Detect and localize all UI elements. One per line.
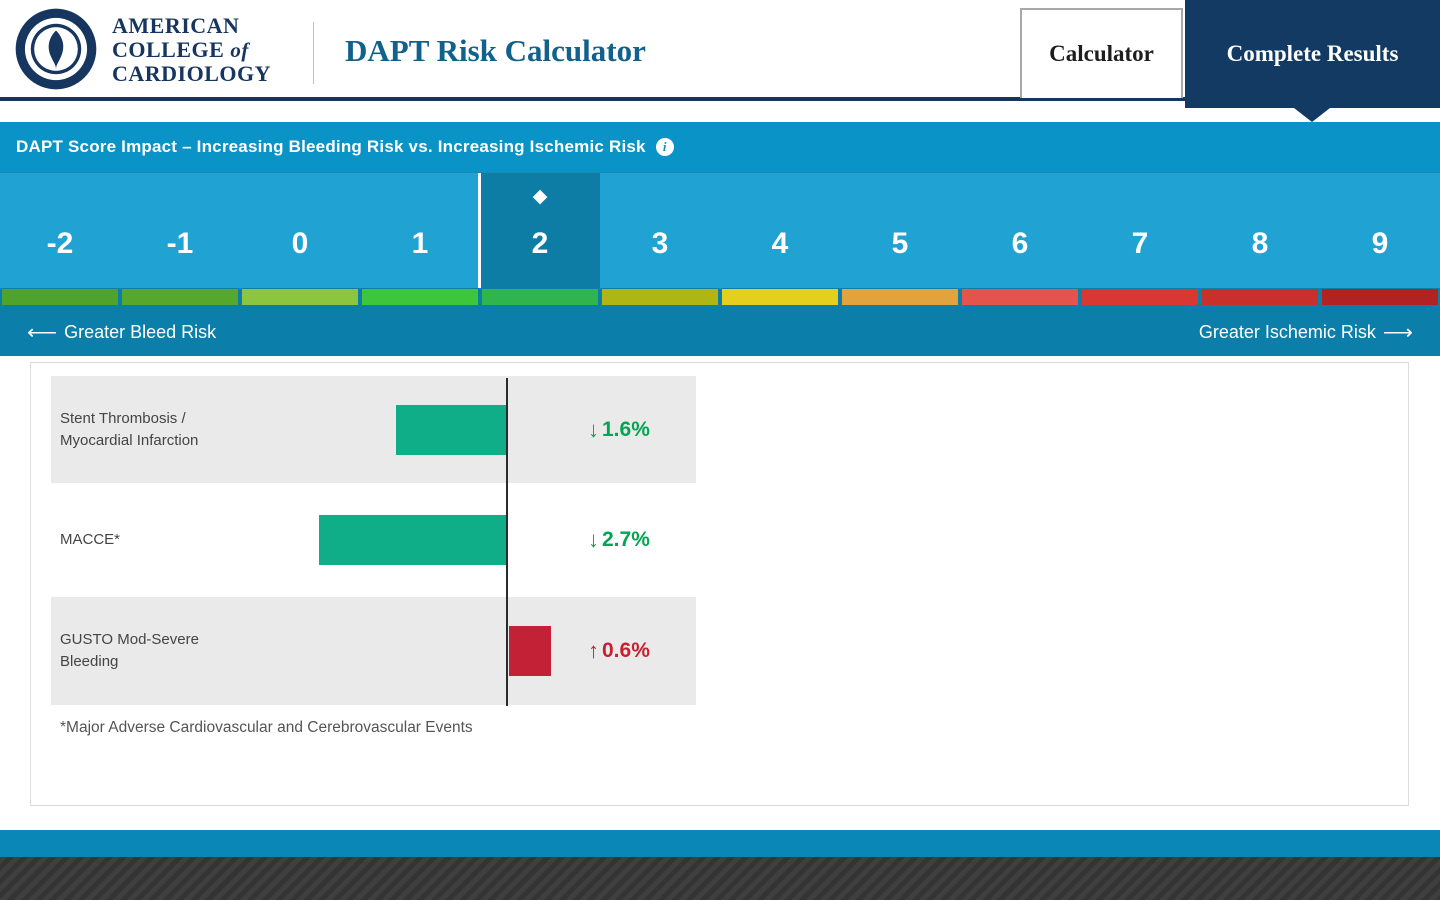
scale-value: 9 [1371, 227, 1389, 260]
chart-value-text: 1.6% [602, 417, 650, 441]
banner-title: DAPT Score Impact – Increasing Bleeding … [16, 137, 646, 156]
risk-segment-5 [842, 289, 958, 305]
brand-line-2-text: COLLEGE [112, 37, 225, 62]
risk-segment-4 [722, 289, 838, 305]
scale-cell-7[interactable]: 7 [1080, 173, 1200, 289]
risk-segment--2 [2, 289, 118, 305]
tab-complete-results[interactable]: Complete Results [1185, 0, 1440, 108]
score-impact-banner: DAPT Score Impact – Increasing Bleeding … [0, 122, 1440, 172]
right-arrow-icon: ⟶ [1382, 320, 1413, 344]
acc-brand-text: AMERICAN COLLEGE of CARDIOLOGY [112, 14, 271, 86]
scale-cell-3[interactable]: 3 [600, 173, 720, 289]
acc-seal-icon [15, 8, 97, 90]
page-title: DAPT Risk Calculator [345, 33, 646, 68]
risk-segment-7 [1082, 289, 1198, 305]
scale-value: -2 [46, 227, 74, 260]
chart-value-text: 0.6% [602, 639, 650, 662]
down-arrow-icon: ↓ [588, 416, 599, 442]
left-arrow-icon: ⟵ [27, 320, 58, 344]
risk-segment-9 [1322, 289, 1438, 305]
scale-value: 7 [1131, 227, 1149, 260]
chart-row-label: GUSTO Mod-Severe Bleeding [60, 631, 199, 670]
chart-bar [396, 404, 507, 455]
scale-cell-2[interactable]: ◆ 2 [478, 173, 600, 289]
selected-marker-icon: ◆ [532, 186, 548, 207]
risk-segment-8 [1202, 289, 1318, 305]
brand-line-1: AMERICAN [112, 13, 240, 38]
bottom-blue-strip [0, 830, 1440, 857]
brand-line-3: CARDIOLOGY [112, 61, 272, 86]
greater-bleed-risk-label: ⟵ Greater Bleed Risk [20, 319, 216, 344]
chart-value-text: 2.7% [602, 528, 650, 551]
risk-segment--1 [122, 289, 238, 305]
scale-cell-0[interactable]: 0 [240, 173, 360, 289]
brand-line-2-of: of [230, 38, 249, 62]
chart-value-label: ↓ 1.6% [588, 376, 708, 483]
risk-segment-6 [962, 289, 1078, 305]
scale-value: 2 [531, 227, 549, 260]
page-footer [0, 857, 1440, 900]
risk-segment-1 [362, 289, 478, 305]
bleed-risk-text: Greater Bleed Risk [64, 321, 217, 342]
scale-cell-5[interactable]: 5 [840, 173, 960, 289]
risk-segment-2 [482, 289, 598, 305]
up-arrow-icon: ↑ [588, 638, 599, 663]
scale-value: 5 [891, 227, 909, 260]
acc-seal-logo [14, 7, 98, 91]
ischemic-risk-text: Greater Ischemic Risk [1198, 321, 1376, 342]
chart-footnote: *Major Adverse Cardiovascular and Cerebr… [60, 719, 473, 736]
info-icon[interactable]: i [655, 138, 674, 156]
scale-value: 4 [771, 227, 789, 260]
scale-value: 1 [411, 227, 429, 260]
scale-value: 3 [651, 227, 669, 260]
chart-row-background [51, 376, 696, 483]
chart-row-label: MACCE* [60, 531, 121, 548]
app-header: AMERICAN COLLEGE of CARDIOLOGY DAPT Risk… [0, 0, 1440, 122]
score-scale: -2 -1 0 1 ◆ 2 3 4 5 6 7 8 9 [0, 172, 1440, 289]
scale-value: -1 [166, 227, 194, 260]
chart-row-background [51, 597, 696, 705]
down-arrow-icon: ↓ [588, 527, 599, 552]
risk-direction-bar: ⟵ Greater Bleed Risk Greater Ischemic Ris… [0, 306, 1440, 356]
scale-cell--2[interactable]: -2 [0, 173, 120, 289]
scale-cell-9[interactable]: 9 [1320, 173, 1440, 289]
scale-value: 0 [291, 227, 309, 260]
panel-border [30, 362, 1409, 806]
scale-cell-1[interactable]: 1 [360, 173, 480, 289]
chart-bar [509, 626, 551, 676]
chart-value-label: ↑ 0.6% [588, 597, 708, 705]
risk-segment-3 [602, 289, 718, 305]
risk-gradient-strip [0, 288, 1440, 306]
brand-line-2: COLLEGE of [112, 37, 271, 63]
header-divider [313, 22, 314, 84]
chart-row-label: Stent Thrombosis / Myocardial Infarction [60, 409, 199, 449]
scale-cell-6[interactable]: 6 [960, 173, 1080, 289]
header-bottom-rule [0, 97, 1440, 101]
chart-zero-axis [506, 378, 508, 706]
chart-value-label: ↓ 2.7% [588, 483, 708, 597]
results-panel: Stent Thrombosis / Myocardial Infarction… [0, 356, 1440, 830]
chart-bar [319, 515, 507, 565]
active-tab-notch [1294, 108, 1330, 122]
risk-segment-0 [242, 289, 358, 305]
tab-calculator[interactable]: Calculator [1020, 8, 1183, 98]
scale-value: 8 [1251, 227, 1269, 260]
scale-cell-4[interactable]: 4 [720, 173, 840, 289]
scale-value: 6 [1011, 227, 1029, 260]
greater-ischemic-risk-label: Greater Ischemic Risk ⟶ [1199, 319, 1420, 344]
scale-cell-8[interactable]: 8 [1200, 173, 1320, 289]
scale-cell--1[interactable]: -1 [120, 173, 240, 289]
